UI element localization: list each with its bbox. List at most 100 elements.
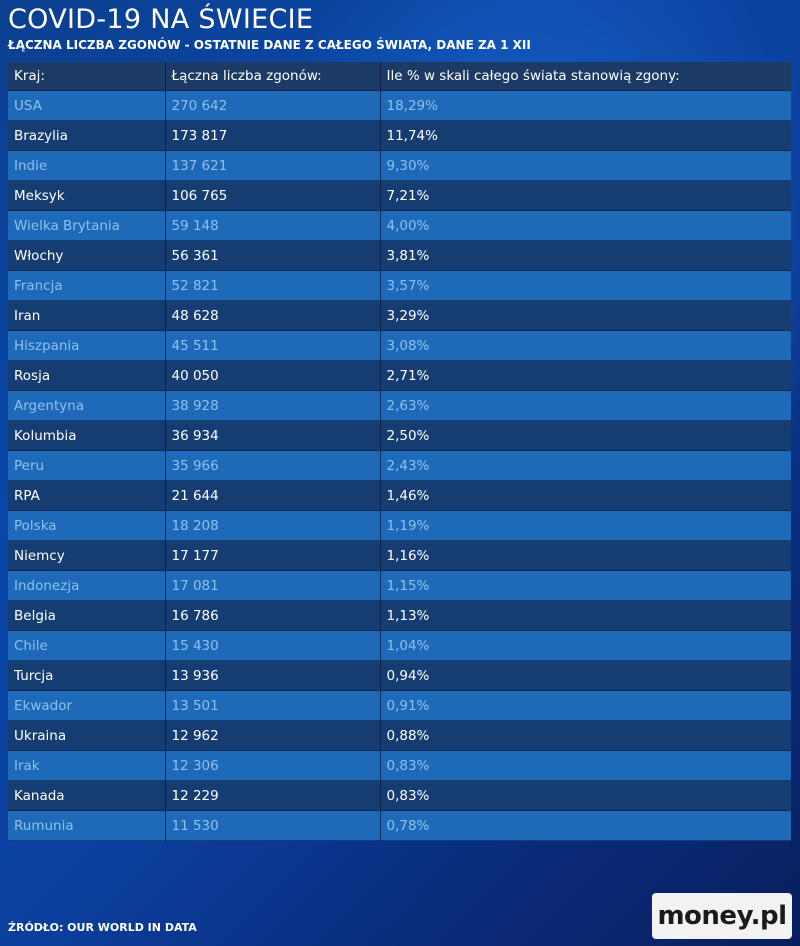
table-row: Peru 35 966 2,43% [8, 450, 791, 481]
total-deaths-cell: 56 361 [165, 240, 381, 271]
country-cell: Rumunia [8, 810, 166, 841]
world-share-cell: 7,21% [380, 180, 791, 211]
country-cell: Kanada [8, 780, 166, 811]
total-deaths-cell: 12 306 [165, 750, 381, 781]
table-row: Hiszpania 45 511 3,08% [8, 330, 791, 361]
world-share-cell: 3,81% [380, 240, 791, 271]
world-share-cell: 0,78% [380, 810, 791, 841]
table-row: Ekwador 13 501 0,91% [8, 690, 791, 721]
world-share-cell: 2,50% [380, 420, 791, 451]
total-deaths-cell: 16 786 [165, 600, 381, 631]
table-row: Meksyk 106 765 7,21% [8, 180, 791, 211]
world-share-cell: 11,74% [380, 120, 791, 151]
table-row: Ukraina 12 962 0,88% [8, 720, 791, 751]
world-share-cell: 1,13% [380, 600, 791, 631]
world-share-cell: 1,15% [380, 570, 791, 601]
table-row: Indonezja 17 081 1,15% [8, 570, 791, 601]
country-cell: Belgia [8, 600, 166, 631]
total-deaths-cell: 13 936 [165, 660, 381, 691]
country-cell: Kolumbia [8, 420, 166, 451]
table-header-row: Kraj: Łączna liczba zgonów: Ile % w skal… [8, 62, 791, 91]
world-share-cell: 0,83% [380, 750, 791, 781]
country-cell: Peru [8, 450, 166, 481]
country-cell: RPA [8, 480, 166, 511]
total-deaths-cell: 17 177 [165, 540, 381, 571]
table-row: Francja 52 821 3,57% [8, 270, 791, 301]
country-cell: Rosja [8, 360, 166, 391]
table-row: Wielka Brytania 59 148 4,00% [8, 210, 791, 241]
world-share-cell: 0,88% [380, 720, 791, 751]
country-cell: Wielka Brytania [8, 210, 166, 241]
table-row: Turcja 13 936 0,94% [8, 660, 791, 691]
source-note: ŹRÓDŁO: OUR WORLD IN DATA [8, 921, 197, 934]
world-share-cell: 18,29% [380, 90, 791, 121]
total-deaths-cell: 18 208 [165, 510, 381, 541]
country-cell: Argentyna [8, 390, 166, 421]
table-row: Włochy 56 361 3,81% [8, 240, 791, 271]
country-cell: Iran [8, 300, 166, 331]
world-share-cell: 0,91% [380, 690, 791, 721]
total-deaths-cell: 13 501 [165, 690, 381, 721]
table-row: Indie 137 621 9,30% [8, 150, 791, 181]
table-row: Brazylia 173 817 11,74% [8, 120, 791, 151]
world-share-cell: 0,94% [380, 660, 791, 691]
total-deaths-cell: 59 148 [165, 210, 381, 241]
world-share-cell: 2,63% [380, 390, 791, 421]
world-share-cell: 2,43% [380, 450, 791, 481]
table-row: Irak 12 306 0,83% [8, 750, 791, 781]
total-deaths-cell: 12 229 [165, 780, 381, 811]
country-cell: Włochy [8, 240, 166, 271]
country-cell: Brazylia [8, 120, 166, 151]
total-deaths-cell: 17 081 [165, 570, 381, 601]
country-cell: Indie [8, 150, 166, 181]
country-cell: Meksyk [8, 180, 166, 211]
total-deaths-cell: 45 511 [165, 330, 381, 361]
country-cell: Indonezja [8, 570, 166, 601]
total-deaths-cell: 35 966 [165, 450, 381, 481]
table-row: USA 270 642 18,29% [8, 90, 791, 121]
total-deaths-cell: 52 821 [165, 270, 381, 301]
total-deaths-cell: 38 928 [165, 390, 381, 421]
country-cell: USA [8, 90, 166, 121]
world-share-cell: 9,30% [380, 150, 791, 181]
total-deaths-cell: 11 530 [165, 810, 381, 841]
world-share-cell: 3,29% [380, 300, 791, 331]
deaths-table: Kraj: Łączna liczba zgonów: Ile % w skal… [8, 62, 791, 841]
country-cell: Ekwador [8, 690, 166, 721]
world-share-cell: 1,46% [380, 480, 791, 511]
world-share-cell: 2,71% [380, 360, 791, 391]
page-subtitle: ŁĄCZNA LICZBA ZGONÓW - OSTATNIE DANE Z C… [8, 38, 531, 52]
total-deaths-cell: 137 621 [165, 150, 381, 181]
world-share-cell: 0,83% [380, 780, 791, 811]
world-share-cell: 4,00% [380, 210, 791, 241]
world-share-cell: 1,04% [380, 630, 791, 661]
country-cell: Francja [8, 270, 166, 301]
total-deaths-cell: 40 050 [165, 360, 381, 391]
total-deaths-cell: 270 642 [165, 90, 381, 121]
table-row: Belgia 16 786 1,13% [8, 600, 791, 631]
country-cell: Ukraina [8, 720, 166, 751]
total-deaths-cell: 173 817 [165, 120, 381, 151]
total-deaths-cell: 48 628 [165, 300, 381, 331]
table-row: Iran 48 628 3,29% [8, 300, 791, 331]
country-cell: Polska [8, 510, 166, 541]
country-cell: Hiszpania [8, 330, 166, 361]
table-body: USA 270 642 18,29% Brazylia 173 817 11,74% Ind… [8, 90, 791, 841]
table-row: Kanada 12 229 0,83% [8, 780, 791, 811]
country-cell: Chile [8, 630, 166, 661]
country-cell: Niemcy [8, 540, 166, 571]
column-header-world-share: Ile % w skali całego świata stanowią zgo… [380, 62, 791, 91]
money-pl-logo: money.pl [652, 893, 792, 939]
world-share-cell: 3,57% [380, 270, 791, 301]
table-row: Polska 18 208 1,19% [8, 510, 791, 541]
country-cell: Turcja [8, 660, 166, 691]
world-share-cell: 1,19% [380, 510, 791, 541]
table-row: Argentyna 38 928 2,63% [8, 390, 791, 421]
total-deaths-cell: 36 934 [165, 420, 381, 451]
page-title: COVID-19 NA ŚWIECIE [8, 4, 314, 35]
total-deaths-cell: 12 962 [165, 720, 381, 751]
column-header-total-deaths: Łączna liczba zgonów: [165, 62, 381, 91]
total-deaths-cell: 21 644 [165, 480, 381, 511]
table-row: Rosja 40 050 2,71% [8, 360, 791, 391]
total-deaths-cell: 106 765 [165, 180, 381, 211]
